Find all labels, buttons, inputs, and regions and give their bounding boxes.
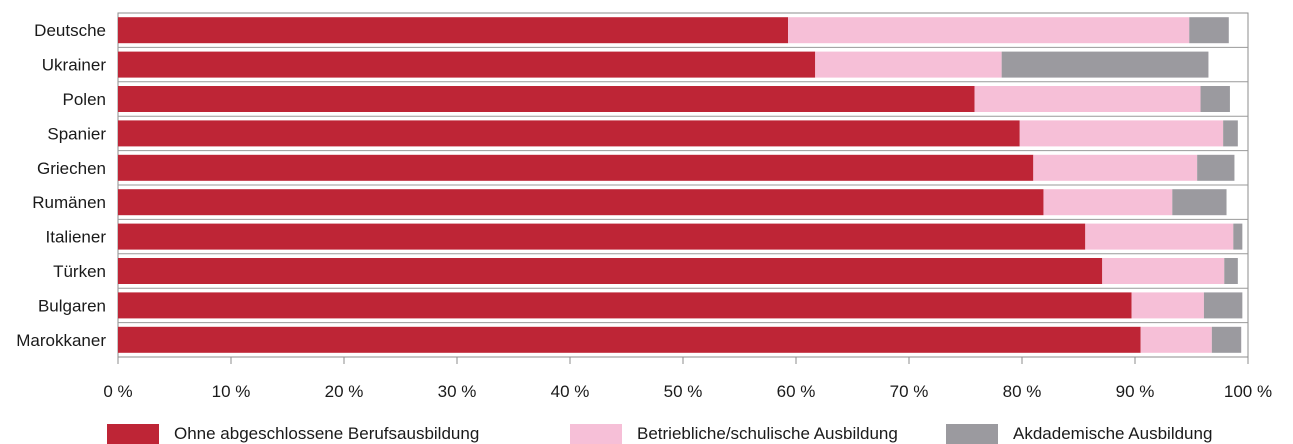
- bar-segment-2: [1102, 258, 1225, 284]
- bar-segment-3: [1189, 17, 1229, 44]
- category-label: Türken: [53, 262, 106, 281]
- legend-item-akademische-ausbildung: Akdademische Ausbildung: [946, 423, 1212, 444]
- bar-segment-3: [1200, 86, 1230, 112]
- legend-item-ohne-ausbildung: Ohne abgeschlossene Berufsausbildung: [107, 423, 479, 444]
- bar-segment-3: [1203, 292, 1243, 319]
- category-label: Marokkaner: [16, 331, 106, 350]
- x-tick-label: 80 %: [1003, 382, 1042, 401]
- bar-segment-3: [1172, 189, 1227, 216]
- bar-segment-2: [1043, 189, 1173, 216]
- legend: Ohne abgeschlossene Berufsausbildung Bet…: [0, 420, 1293, 444]
- legend-label: Akdademische Ausbildung: [1013, 423, 1213, 443]
- category-label: Ukrainer: [42, 56, 107, 75]
- bar-segment-1: [118, 17, 789, 44]
- bar-segment-2: [1140, 326, 1212, 353]
- x-tick-label: 100 %: [1224, 382, 1272, 401]
- bar-segment-1: [118, 258, 1103, 284]
- bar-segment-2: [974, 86, 1201, 112]
- bar-segment-2: [1085, 223, 1234, 250]
- bars: [118, 17, 1243, 353]
- x-tick-label: 40 %: [551, 382, 590, 401]
- bar-segment-1: [118, 189, 1044, 216]
- x-tick-label: 10 %: [212, 382, 251, 401]
- category-label: Deutsche: [34, 21, 106, 40]
- bar-segment-2: [815, 51, 1002, 78]
- bar-segment-2: [788, 17, 1190, 44]
- x-tick-label: 50 %: [664, 382, 703, 401]
- x-tick-label: 0 %: [103, 382, 132, 401]
- bar-segment-1: [118, 120, 1020, 147]
- bar-segment-1: [118, 326, 1141, 353]
- bar-segment-3: [1224, 258, 1238, 284]
- legend-label: Ohne abgeschlossene Berufsausbildung: [174, 423, 480, 443]
- bar-segment-3: [1211, 326, 1242, 353]
- legend-swatch: [570, 423, 622, 444]
- category-label: Italiener: [46, 228, 107, 247]
- legend-swatch: [107, 423, 159, 444]
- category-labels: Deutsche Ukrainer Polen Spanier Griechen Rumä…: [16, 21, 106, 350]
- bar-segment-2: [1131, 292, 1204, 319]
- bar-segment-1: [118, 223, 1086, 250]
- category-label: Spanier: [47, 124, 106, 143]
- bar-segment-1: [118, 154, 1034, 181]
- legend-item-betriebliche-ausbildung: Betriebliche/schulische Ausbildung: [570, 423, 898, 444]
- category-label: Bulgaren: [38, 296, 106, 315]
- category-label: Rumänen: [32, 193, 106, 212]
- bar-segment-2: [1019, 120, 1224, 147]
- bar-segment-2: [1033, 154, 1198, 181]
- x-tick-label: 30 %: [438, 382, 477, 401]
- stacked-bar-chart: Deutsche Ukrainer Polen Spanier Griechen Rumä…: [16, 12, 1272, 401]
- category-label: Griechen: [37, 159, 106, 178]
- bar-segment-1: [118, 51, 816, 78]
- category-label: Polen: [63, 90, 106, 109]
- x-axis: 0 % 10 % 20 % 30 % 40 % 50 % 60 % 70 % 80 % 90 % 1…: [103, 357, 1272, 401]
- x-tick-label: 60 %: [777, 382, 816, 401]
- bar-segment-3: [1233, 223, 1243, 250]
- x-tick-label: 90 %: [1116, 382, 1155, 401]
- bar-segment-1: [118, 292, 1132, 319]
- x-tick-label: 20 %: [325, 382, 364, 401]
- legend-label: Betriebliche/schulische Ausbildung: [637, 423, 898, 443]
- legend-swatch: [946, 423, 998, 444]
- bar-segment-1: [118, 86, 975, 112]
- x-tick-label: 70 %: [890, 382, 929, 401]
- bar-segment-3: [1001, 51, 1209, 78]
- bar-segment-3: [1223, 120, 1238, 147]
- bar-segment-3: [1197, 154, 1235, 181]
